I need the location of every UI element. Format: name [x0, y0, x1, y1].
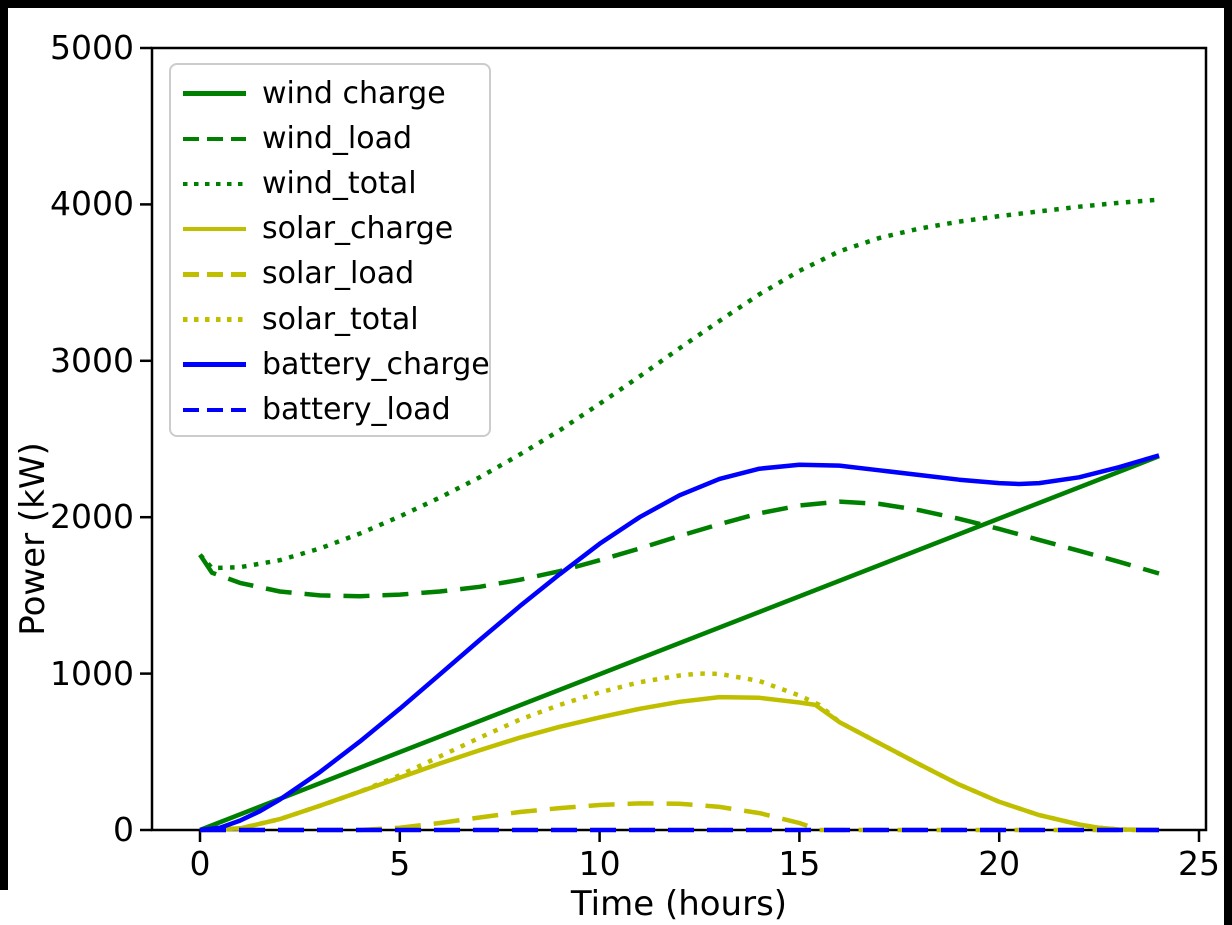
window-border-top: [0, 0, 1232, 8]
legend-item-wind-load: wind_load: [183, 116, 489, 161]
legend-label: wind_load: [262, 120, 413, 156]
series-line-solar-charge: [199, 694, 1160, 833]
series-line-wind-total: [198, 197, 1160, 571]
legend-label: solar_load: [262, 256, 415, 292]
legend-label: wind_total: [262, 165, 417, 201]
legend: wind charge wind_load wind_total solar_char…: [169, 63, 491, 437]
legend-item-solar-load: solar_load: [183, 252, 489, 297]
legend-item-solar-charge: solar_charge: [183, 207, 489, 252]
legend-label: solar_charge: [262, 211, 454, 247]
x-tick-label: 20: [978, 844, 1021, 883]
window-border-left: [0, 0, 8, 890]
legend-item-battery-load: battery_load: [183, 387, 489, 432]
window-border-right: [1224, 0, 1232, 925]
y-tick-label: 3000: [50, 340, 134, 380]
legend-item-wind-charge: wind charge: [183, 71, 489, 116]
legend-dashed-line-sample: [183, 407, 246, 413]
x-tick-label: 5: [389, 844, 411, 883]
y-tick-label: 0: [113, 810, 134, 849]
x-tick-label: 25: [1178, 844, 1220, 883]
legend-label: battery_load: [262, 391, 451, 427]
legend-dotted-line-sample: [183, 181, 246, 187]
legend-solid-line-sample: [183, 362, 246, 367]
legend-solid-line-sample: [183, 91, 246, 96]
y-axis-label: Power (kW): [13, 442, 53, 636]
x-tick-label: 10: [578, 844, 621, 883]
legend-item-battery-charge: battery_charge: [183, 342, 490, 387]
series-line-wind-charge: [199, 454, 1160, 833]
y-tick-label: 5000: [50, 28, 134, 67]
x-axis-label: Time (hours): [570, 884, 788, 924]
x-tick-label: 15: [778, 844, 821, 883]
legend-label: wind charge: [262, 75, 446, 111]
y-tick-label: 4000: [50, 184, 134, 224]
series-line-battery-charge: [199, 453, 1160, 833]
legend-label: solar_total: [262, 301, 419, 337]
series-line-wind-load: [198, 499, 1160, 599]
series-line-solar-load: [200, 801, 1159, 833]
y-tick-label: 2000: [50, 497, 134, 537]
legend-solid-line-sample: [183, 226, 246, 232]
y-tick-label: 1000: [50, 653, 134, 693]
legend-dashed-line-sample: [183, 136, 246, 142]
legend-dashed-line-sample: [183, 272, 246, 277]
legend-item-solar-total: solar_total: [183, 297, 489, 342]
series-line-solar-total: [199, 671, 1160, 833]
legend-label: battery_charge: [262, 346, 490, 382]
x-tick-label: 0: [189, 844, 211, 883]
legend-item-wind-total: wind_total: [183, 161, 489, 206]
legend-dotted-line-sample: [183, 317, 246, 322]
